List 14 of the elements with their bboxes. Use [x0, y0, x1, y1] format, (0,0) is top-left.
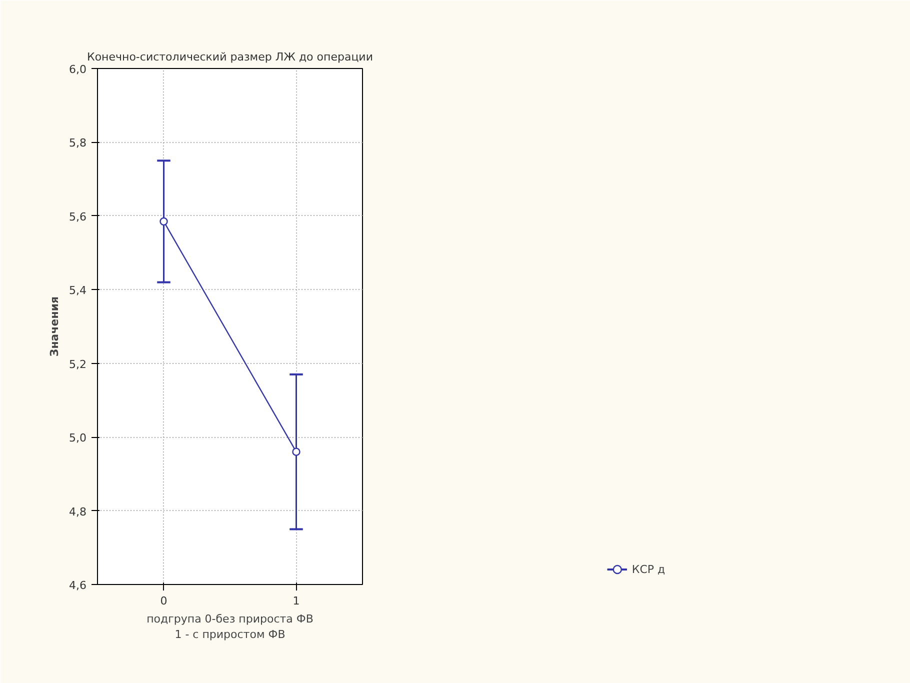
x-axis-title: подгрупа 0-без прироста ФВ 1 - с приростом ФВ — [146, 612, 314, 642]
y-axis-title: Значения — [48, 296, 62, 357]
y-tick-label: 6,0 — [69, 63, 87, 76]
chart-title: Конечно-систолический размер ЛЖ до операции — [87, 50, 373, 64]
legend-label: КСР д — [632, 562, 666, 576]
y-tick-label: 4,8 — [69, 505, 87, 518]
y-tick-label: 5,6 — [69, 210, 87, 224]
x-tick-label: 1 — [292, 594, 300, 608]
y-tick-label: 5,2 — [69, 358, 87, 371]
y-tick-label: 5,4 — [69, 284, 87, 298]
y-tick-label: 4,6 — [69, 579, 87, 592]
y-tick-label: 5,8 — [69, 136, 87, 150]
x-tick-label: 0 — [160, 594, 168, 608]
y-tick-label: 5,0 — [69, 432, 87, 445]
